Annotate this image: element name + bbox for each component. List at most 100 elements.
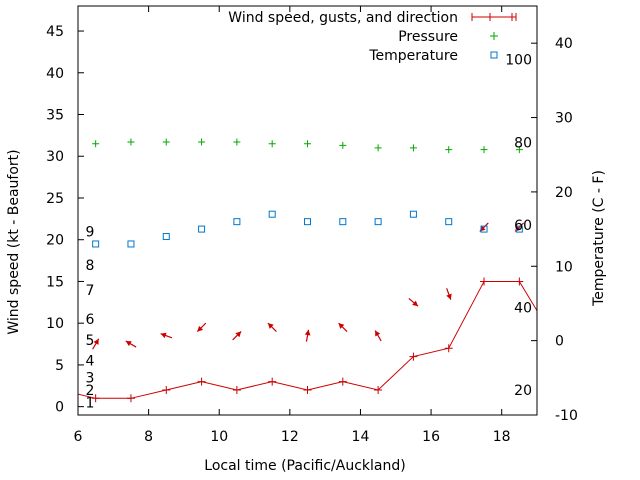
beaufort-label: 3 bbox=[86, 370, 95, 386]
pressure-point bbox=[339, 141, 347, 149]
wind-speed-point bbox=[268, 377, 277, 386]
wind-speed-point bbox=[197, 377, 206, 386]
wind-direction-arrowhead bbox=[446, 293, 452, 300]
wind-direction-arrowhead bbox=[267, 323, 274, 329]
temperature-point bbox=[233, 218, 241, 226]
pressure-point bbox=[515, 146, 523, 154]
wind-speed-point bbox=[338, 377, 347, 386]
legend-swatch-wind-ticks bbox=[471, 13, 517, 21]
temperature-point bbox=[374, 218, 382, 226]
temperature-point bbox=[445, 218, 453, 226]
y-tick-label: 10 bbox=[46, 316, 64, 332]
x-axis-label: Local time (Pacific/Auckland) bbox=[204, 458, 405, 474]
x-tick-label: 10 bbox=[210, 429, 228, 445]
wind-speed-point bbox=[162, 385, 171, 394]
x-tick-label: 18 bbox=[493, 429, 511, 445]
wind-direction-arrowhead bbox=[304, 329, 311, 336]
pressure-point bbox=[92, 140, 100, 148]
wind-direction-arrowhead bbox=[93, 338, 99, 345]
temperature-point bbox=[480, 225, 488, 233]
pressure-point bbox=[445, 146, 453, 154]
beaufort-label: 9 bbox=[86, 224, 95, 240]
x-tick-label: 14 bbox=[352, 429, 370, 445]
x-tick-label: 6 bbox=[74, 429, 83, 445]
wind-speed-point bbox=[56, 386, 64, 394]
y2-tick-label: 10 bbox=[555, 259, 573, 275]
beaufort-label: 4 bbox=[86, 354, 95, 370]
y-tick-label: 5 bbox=[55, 358, 64, 374]
temperature-point bbox=[92, 240, 100, 248]
y2-tick-label: 0 bbox=[555, 334, 564, 350]
wind-direction-arrow bbox=[56, 331, 64, 339]
pressure-point bbox=[480, 146, 488, 154]
x-tick-label: 16 bbox=[422, 429, 440, 445]
series-layer bbox=[56, 138, 558, 403]
temperature-point bbox=[268, 210, 276, 218]
beaufort-label: 6 bbox=[86, 312, 95, 328]
fahrenheit-label: 60 bbox=[514, 218, 532, 234]
wind-direction-arrowhead bbox=[338, 323, 345, 329]
beaufort-label: 2 bbox=[86, 383, 95, 399]
legend-swatches bbox=[471, 13, 517, 59]
beaufort-label: 5 bbox=[86, 333, 95, 349]
pressure-point bbox=[304, 140, 311, 148]
legend-label-temperature: Temperature bbox=[368, 48, 458, 64]
legend: Wind speed, gusts, and direction Pressur… bbox=[228, 10, 517, 64]
wind-direction-arrowhead bbox=[56, 331, 62, 337]
y-tick-label: 25 bbox=[46, 191, 64, 207]
wind-speed-point bbox=[374, 385, 383, 394]
wind-speed-point bbox=[303, 385, 312, 394]
temperature-point bbox=[339, 218, 347, 226]
pressure-point bbox=[162, 138, 170, 146]
x-tick-label: 8 bbox=[144, 429, 153, 445]
wind-speed-point bbox=[126, 394, 135, 403]
y2-axis-label: Temperature (C - F) bbox=[591, 170, 607, 307]
wind-direction-arrowhead bbox=[125, 341, 132, 347]
temperature-point bbox=[304, 218, 311, 226]
wind-direction-arrowhead bbox=[552, 280, 558, 285]
y-tick-label: 0 bbox=[55, 400, 64, 416]
wind-direction-arrowhead bbox=[235, 331, 242, 338]
wind-speed-point bbox=[232, 385, 241, 394]
wind-speed-line bbox=[78, 280, 537, 399]
beaufort-label: 8 bbox=[86, 258, 95, 274]
legend-label-pressure: Pressure bbox=[398, 29, 458, 45]
y-tick-label: 15 bbox=[46, 274, 64, 290]
legend-label-wind: Wind speed, gusts, and direction bbox=[228, 10, 458, 26]
wind-speed-point bbox=[409, 352, 418, 361]
wind-speed-point bbox=[91, 394, 100, 403]
pressure-point bbox=[374, 144, 382, 152]
fahrenheit-label: 80 bbox=[514, 135, 532, 151]
y-axis-label: Wind speed (kt - Beaufort) bbox=[6, 149, 22, 334]
pressure-point bbox=[409, 144, 417, 152]
y2-tick-label: 40 bbox=[555, 36, 573, 52]
wind-speed-point bbox=[515, 277, 524, 286]
legend-swatch-temperature bbox=[490, 51, 498, 59]
y-tick-label: 40 bbox=[46, 66, 64, 82]
temperature-point bbox=[127, 240, 135, 248]
wind-series bbox=[56, 222, 558, 403]
y2-tick-label: 30 bbox=[555, 111, 573, 127]
temperature-point bbox=[515, 225, 523, 233]
temperature-point bbox=[409, 210, 417, 218]
wind-direction-arrowhead bbox=[375, 330, 381, 337]
fahrenheit-label: 100 bbox=[505, 53, 532, 69]
y-tick-label: 20 bbox=[46, 233, 64, 249]
wind-direction-arrowhead bbox=[197, 325, 204, 332]
y-tick-label: 45 bbox=[46, 24, 64, 40]
axes: 6 8 10 12 14 16 18051015202530354045-100102030… bbox=[46, 5, 578, 445]
pressure-point bbox=[268, 140, 276, 148]
legend-swatch-pressure bbox=[490, 32, 498, 40]
y-tick-label: 35 bbox=[46, 108, 64, 124]
fahrenheit-label: 40 bbox=[514, 301, 532, 317]
pressure-point bbox=[198, 138, 206, 146]
temperature-point bbox=[198, 225, 206, 233]
beaufort-label: 1 bbox=[86, 395, 95, 411]
wind-direction-arrowhead bbox=[160, 332, 167, 339]
beaufort-label: 7 bbox=[86, 283, 95, 299]
fahrenheit-label: 20 bbox=[514, 383, 532, 399]
plot-frame bbox=[77, 5, 538, 416]
pressure-point bbox=[233, 138, 241, 146]
y2-tick-label: 20 bbox=[555, 185, 573, 201]
